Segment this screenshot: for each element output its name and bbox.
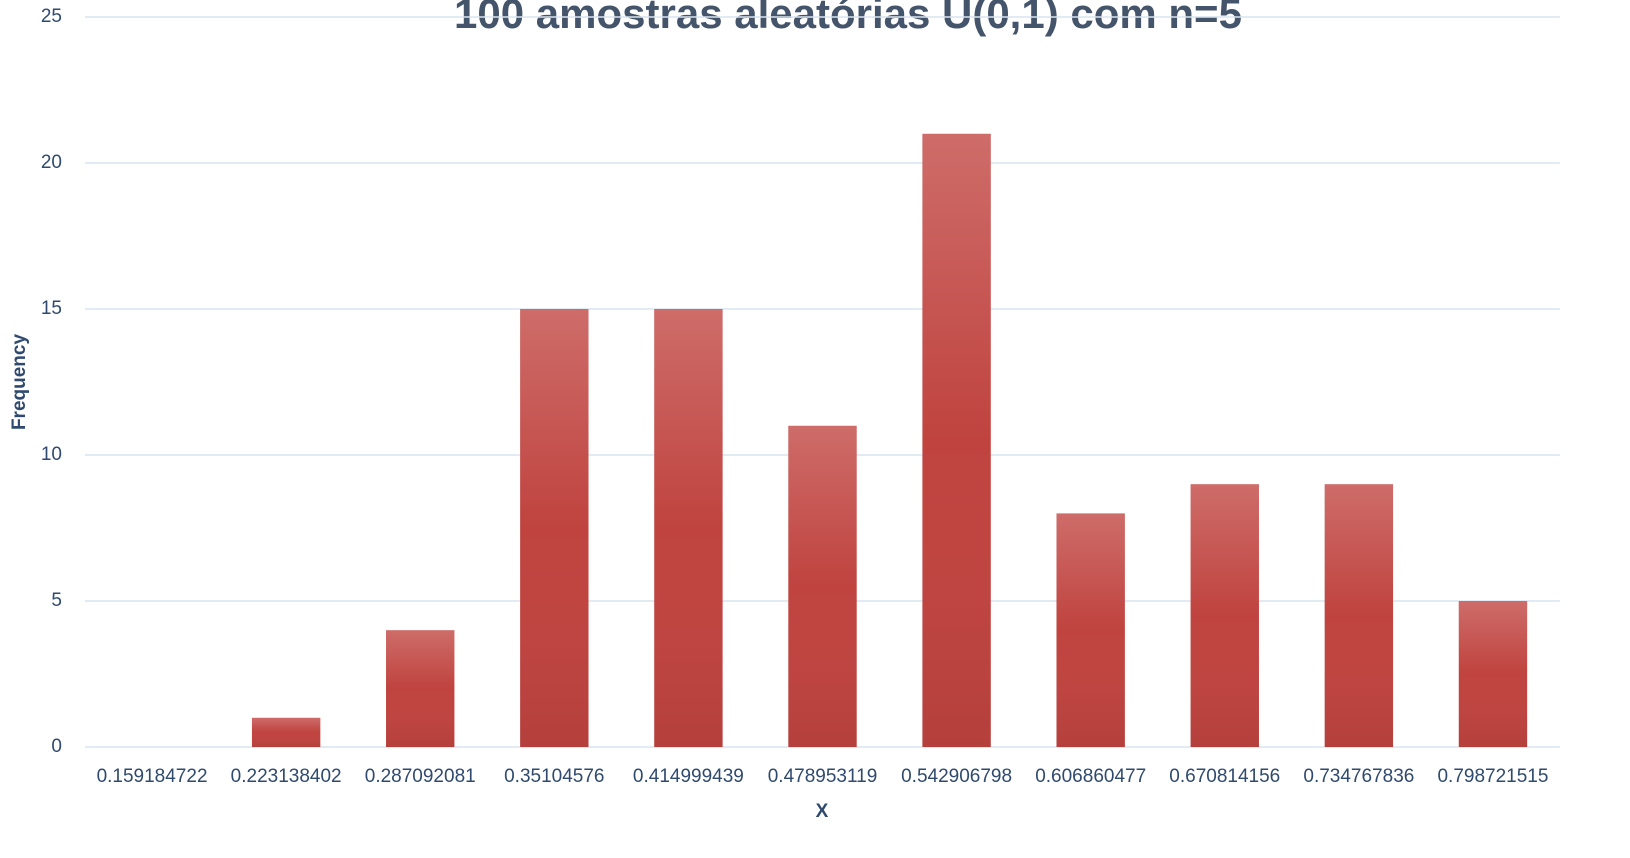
x-tick-label: 0.734767836 xyxy=(1303,766,1414,787)
y-tick-label: 20 xyxy=(41,152,62,173)
y-axis-title: Frequency xyxy=(9,334,30,431)
x-tick-label: 0.478953119 xyxy=(768,766,878,787)
y-tick-label: 25 xyxy=(41,6,62,27)
x-tick-label: 0.606860477 xyxy=(1035,766,1146,787)
x-tick-label: 0.798721515 xyxy=(1437,766,1548,787)
x-tick-label: 0.223138402 xyxy=(231,766,342,787)
bar-shade xyxy=(1324,484,1394,747)
x-tick-label: 0.414999439 xyxy=(633,766,744,787)
bar-shade xyxy=(788,425,857,747)
x-tick-label: 0.670814156 xyxy=(1169,766,1280,787)
x-tick-label: 0.35104576 xyxy=(504,766,604,787)
bar-shade xyxy=(922,133,991,748)
y-tick-label: 15 xyxy=(41,298,62,319)
x-tick-label: 0.542906798 xyxy=(901,766,1012,787)
bar-shade xyxy=(520,309,589,747)
bar-shade xyxy=(654,309,723,747)
chart-title: 100 amostras aleatórias U(0,1) com n=5 xyxy=(454,0,1242,37)
y-tick-label: 5 xyxy=(51,590,62,611)
bar-shade xyxy=(1458,601,1528,747)
x-axis-title: X xyxy=(816,801,829,822)
y-tick-label: 0 xyxy=(51,736,62,757)
x-tick-label: 0.159184722 xyxy=(97,766,208,787)
bar-shade xyxy=(386,630,455,747)
bar-shade xyxy=(1056,513,1125,747)
x-tick-label: 0.287092081 xyxy=(365,766,476,787)
bar-shade xyxy=(1190,484,1259,747)
bar-shade xyxy=(251,717,321,747)
y-tick-label: 10 xyxy=(41,444,62,465)
